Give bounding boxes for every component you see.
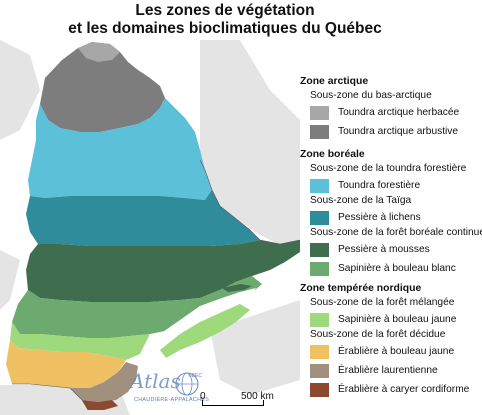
legend-subzone-deciduous-forest: Sous-zone de la forêt décidue xyxy=(310,329,446,340)
region-spruce-moss xyxy=(26,240,300,302)
title-line-1: Les zones de végétation xyxy=(135,2,315,19)
legend-item-lichen-woodland: Pessière à lichens xyxy=(300,208,482,227)
legend-label: Toundra arctique herbacée xyxy=(338,106,460,118)
legend-label: Sapinière à bouleau jaune xyxy=(338,313,457,325)
region-forest-tundra xyxy=(28,98,212,200)
region-maple-yellow-birch xyxy=(6,340,126,388)
legend-item-shrub-tundra: Toundra arctique arbustive xyxy=(300,122,482,141)
swatch-maple-basswood xyxy=(310,363,329,378)
legend-label: Érablière à bouleau jaune xyxy=(338,345,455,357)
region-fir-yellow-birch-south xyxy=(160,304,250,358)
region-lichen-woodland xyxy=(26,190,260,246)
atlas-logo-word: Atlas xyxy=(130,369,181,393)
legend-label: Toundra forestière xyxy=(338,179,421,191)
map-title: Les zones de végétation et les domaines … xyxy=(60,2,390,38)
legend: Zone arctique Sous-zone du bas-arctique … xyxy=(300,76,482,399)
st-lawrence-estuary xyxy=(140,288,256,354)
region-arctic-shrub-tundra xyxy=(40,42,165,132)
legend-subzone-taiga: Sous-zone de la Taïga xyxy=(310,195,412,206)
swatch-fir-white-birch xyxy=(310,261,329,276)
legend-item-herbaceous-tundra: Toundra arctique herbacée xyxy=(300,103,482,122)
legend-item-forest-tundra: Toundra forestière xyxy=(300,176,482,195)
legend-zone-arctic: Zone arctique xyxy=(300,76,369,87)
legend-subzone-continuous-boreal: Sous-zone de la forêt boréale continue xyxy=(310,227,482,238)
legend-item-maple-hickory: Érablière à caryer cordiforme xyxy=(300,380,482,399)
legend-subzone-forest-tundra: Sous-zone de la toundra forestière xyxy=(310,163,467,174)
globe-icon xyxy=(175,372,199,396)
anticosti-island xyxy=(222,284,252,292)
region-arctic-herbaceous-tundra xyxy=(78,42,120,62)
legend-zone-boreal: Zone boréale xyxy=(300,149,365,160)
legend-label: Érablière laurentienne xyxy=(338,364,438,376)
legend-item-fir-yellow-birch: Sapinière à bouleau jaune xyxy=(300,310,482,329)
borders xyxy=(12,159,301,411)
region-fir-white-birch xyxy=(12,276,262,338)
legend-item-spruce-moss: Pessière à mousses xyxy=(300,240,482,259)
legend-subzone-low-arctic: Sous-zone du bas-arctique xyxy=(310,90,432,101)
title-line-2: et les domaines bioclimatiques du Québec xyxy=(68,20,382,37)
swatch-maple-hickory xyxy=(310,382,329,397)
atlas-logo-subtitle: CHAUDIÈRE-APPALACHES xyxy=(134,397,210,403)
swatch-maple-yellow-birch xyxy=(310,344,329,359)
scale-zero-label: 0 xyxy=(200,391,206,402)
legend-label: Érablière à caryer cordiforme xyxy=(338,383,470,395)
legend-label: Pessière à lichens xyxy=(338,211,421,223)
legend-label: Pessière à mousses xyxy=(338,243,430,255)
legend-zone-temperate: Zone tempérée nordique xyxy=(300,283,422,294)
region-maple-basswood xyxy=(70,362,138,402)
legend-item-fir-white-birch: Sapinière à bouleau blanc xyxy=(300,259,482,278)
region-fir-yellow-birch xyxy=(10,322,150,360)
legend-subzone-mixed-forest: Sous-zone de la forêt mélangée xyxy=(310,297,455,308)
atlas-logo: Atlas ©BEC CHAUDIÈRE-APPALACHES xyxy=(128,369,209,413)
region-maple-hickory xyxy=(82,400,118,410)
legend-label: Sapinière à bouleau blanc xyxy=(338,262,456,274)
legend-item-maple-basswood: Érablière laurentienne xyxy=(300,361,482,380)
scale-max-label: 500 km xyxy=(241,391,274,402)
swatch-spruce-moss xyxy=(310,242,329,257)
swatch-lichen-woodland xyxy=(310,210,329,225)
swatch-fir-yellow-birch xyxy=(310,312,329,327)
legend-label: Toundra arctique arbustive xyxy=(338,125,459,137)
swatch-herbaceous-tundra xyxy=(310,105,329,120)
scale-bar xyxy=(202,400,264,406)
swatch-shrub-tundra xyxy=(310,124,329,139)
legend-item-maple-yellow-birch: Érablière à bouleau jaune xyxy=(300,342,482,361)
swatch-forest-tundra xyxy=(310,178,329,193)
